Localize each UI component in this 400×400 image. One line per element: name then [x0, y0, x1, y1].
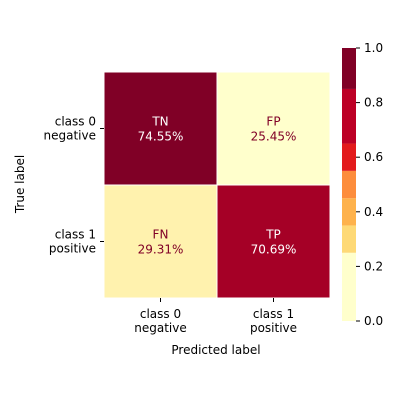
x-tick-label: class 0 [140, 307, 181, 321]
cell-label-tn: TN [151, 115, 168, 129]
x-tick-label: positive [250, 321, 297, 335]
heatmap-cell-tn [103, 71, 218, 186]
y-tick-label: positive [49, 242, 96, 256]
y-tick-label: class 1 [55, 228, 96, 242]
y-tick-label: class 0 [55, 115, 96, 129]
cell-percent-tn: 74.55% [138, 130, 184, 144]
colorbar-segment [342, 252, 356, 321]
colorbar-tick-label: 0.8 [364, 96, 383, 110]
x-tick-label: negative [134, 321, 186, 335]
heatmap-cell-fp [216, 71, 331, 186]
cell-percent-tp: 70.69% [251, 243, 297, 257]
y-axis-label: True label [13, 155, 27, 214]
y-tick-label: negative [44, 129, 96, 143]
cell-percent-fn: 29.31% [138, 243, 184, 257]
colorbar: 0.0 0.2 0.4 0.6 0.8 1.0 [342, 41, 383, 328]
colorbar-tick-label: 0.4 [364, 205, 383, 219]
colorbar-tick-label: 1.0 [364, 41, 383, 55]
x-tick-label: class 1 [253, 307, 294, 321]
heatmap-cell-fn [103, 184, 218, 299]
heatmap-cell-tp [216, 184, 331, 299]
colorbar-segment [342, 198, 356, 226]
colorbar-segment [342, 48, 356, 89]
colorbar-tick-label: 0.0 [364, 314, 383, 328]
cell-label-fp: FP [266, 115, 280, 129]
cell-percent-fp: 25.45% [251, 130, 297, 144]
colorbar-segment [342, 88, 356, 144]
colorbar-tick-label: 0.6 [364, 150, 383, 164]
colorbar-tick-label: 0.2 [364, 259, 383, 273]
colorbar-segment [342, 170, 356, 199]
cell-label-tp: TP [265, 228, 281, 242]
x-axis-label: Predicted label [171, 343, 260, 357]
colorbar-segment [342, 143, 356, 171]
cell-label-fn: FN [153, 228, 169, 242]
colorbar-segment [342, 225, 356, 253]
